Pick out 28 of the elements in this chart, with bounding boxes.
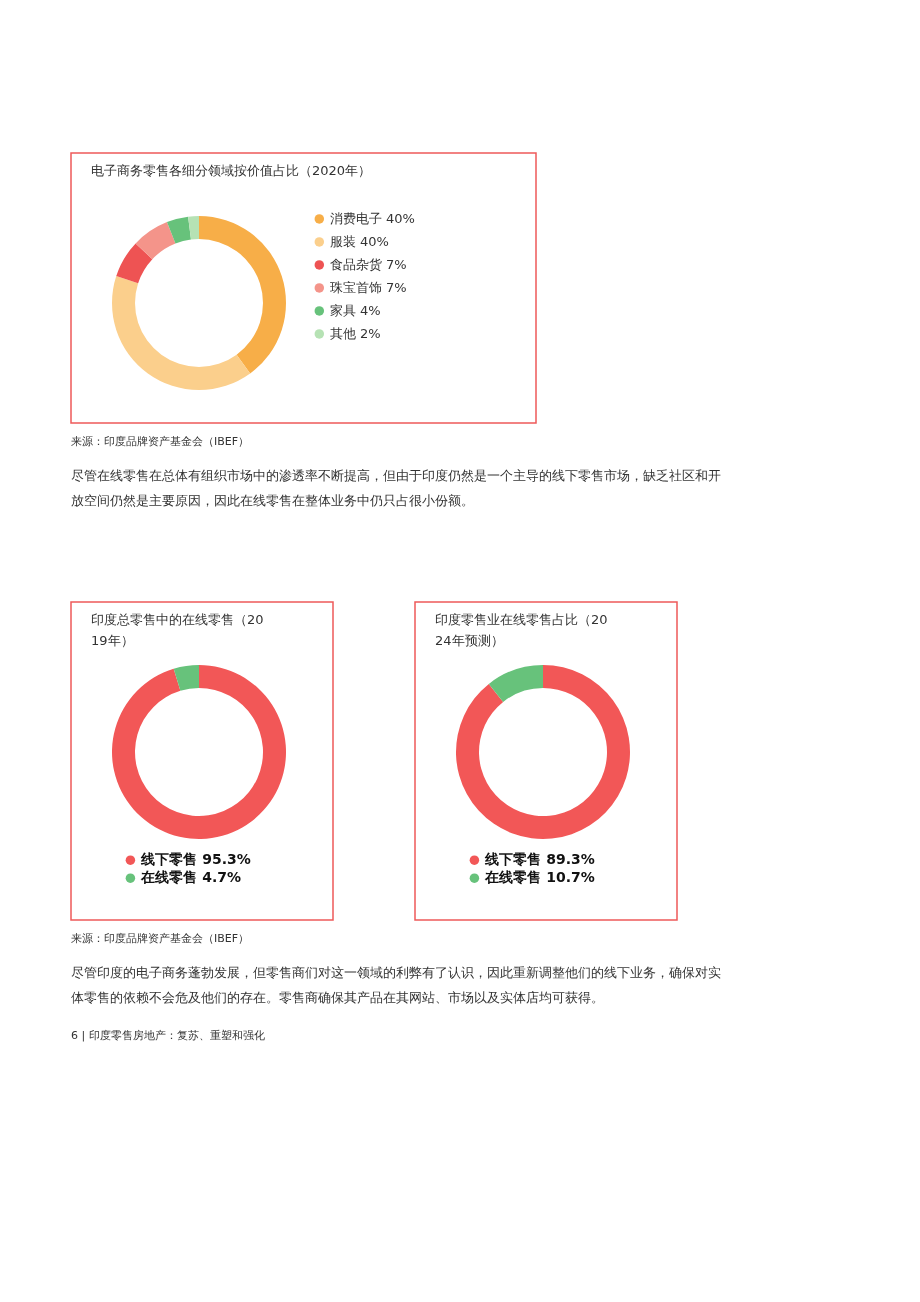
legend-label: 珠宝首饰 7% xyxy=(329,279,407,295)
donut-slice xyxy=(173,665,199,691)
legend-label: 消费电子 40% xyxy=(329,210,415,226)
donut-slice xyxy=(188,216,199,240)
chart-title: 印度零售业在线零售占比（2024年预测） xyxy=(435,612,608,648)
legend-label: 家具 4% xyxy=(329,302,381,318)
source-note: 来源：印度品牌资产基金会（IBEF） xyxy=(71,932,250,945)
donut-slice xyxy=(116,243,153,284)
legend-label: 食品杂货 7% xyxy=(329,256,407,272)
chart-title: 电子商务零售各细分领域按价值占比（2020年） xyxy=(91,163,372,178)
donut-slice xyxy=(166,216,191,244)
legend-label: 服装 40% xyxy=(329,233,389,249)
donut-slice xyxy=(112,276,251,390)
donut-slice xyxy=(456,665,630,839)
chart-title: 印度总零售中的在线零售（2019年） xyxy=(91,612,264,648)
legend-label: 线下零售 89.3% xyxy=(484,851,595,868)
legend-label: 在线零售 4.7% xyxy=(140,869,242,886)
text: 6 | 印度零售房地产：复苏、重塑和强化 xyxy=(71,1029,265,1042)
text: 尽管在线零售在总体有组织市场中的渗透率不断提高，但由于印度仍然是一个主导的线下零售市场，缺乏社区和开放空间仍然是主要原因，因此在线零售在整体业务中仍只占很小份额。 xyxy=(71,468,721,508)
text: 尽管印度的电子商务蓬勃发展，但零售商们对这一领域的利弊有了认识，因此重新调整他们的线下业务，确保对实体零售的依赖不会危及他们的存在。零售商确保其产品在其网站、市场以及实体店均可获得。 xyxy=(71,965,721,1005)
donut-slice xyxy=(135,222,176,260)
legend-label: 线下零售 95.3% xyxy=(140,851,251,868)
donut-slice xyxy=(199,216,286,374)
legend-label: 其他 2% xyxy=(329,325,381,341)
source-note: 来源：印度品牌资产基金会（IBEF） xyxy=(71,435,250,448)
donut-slice xyxy=(112,665,286,839)
legend-label: 在线零售 10.7% xyxy=(484,869,595,886)
donut-slice xyxy=(488,665,543,702)
